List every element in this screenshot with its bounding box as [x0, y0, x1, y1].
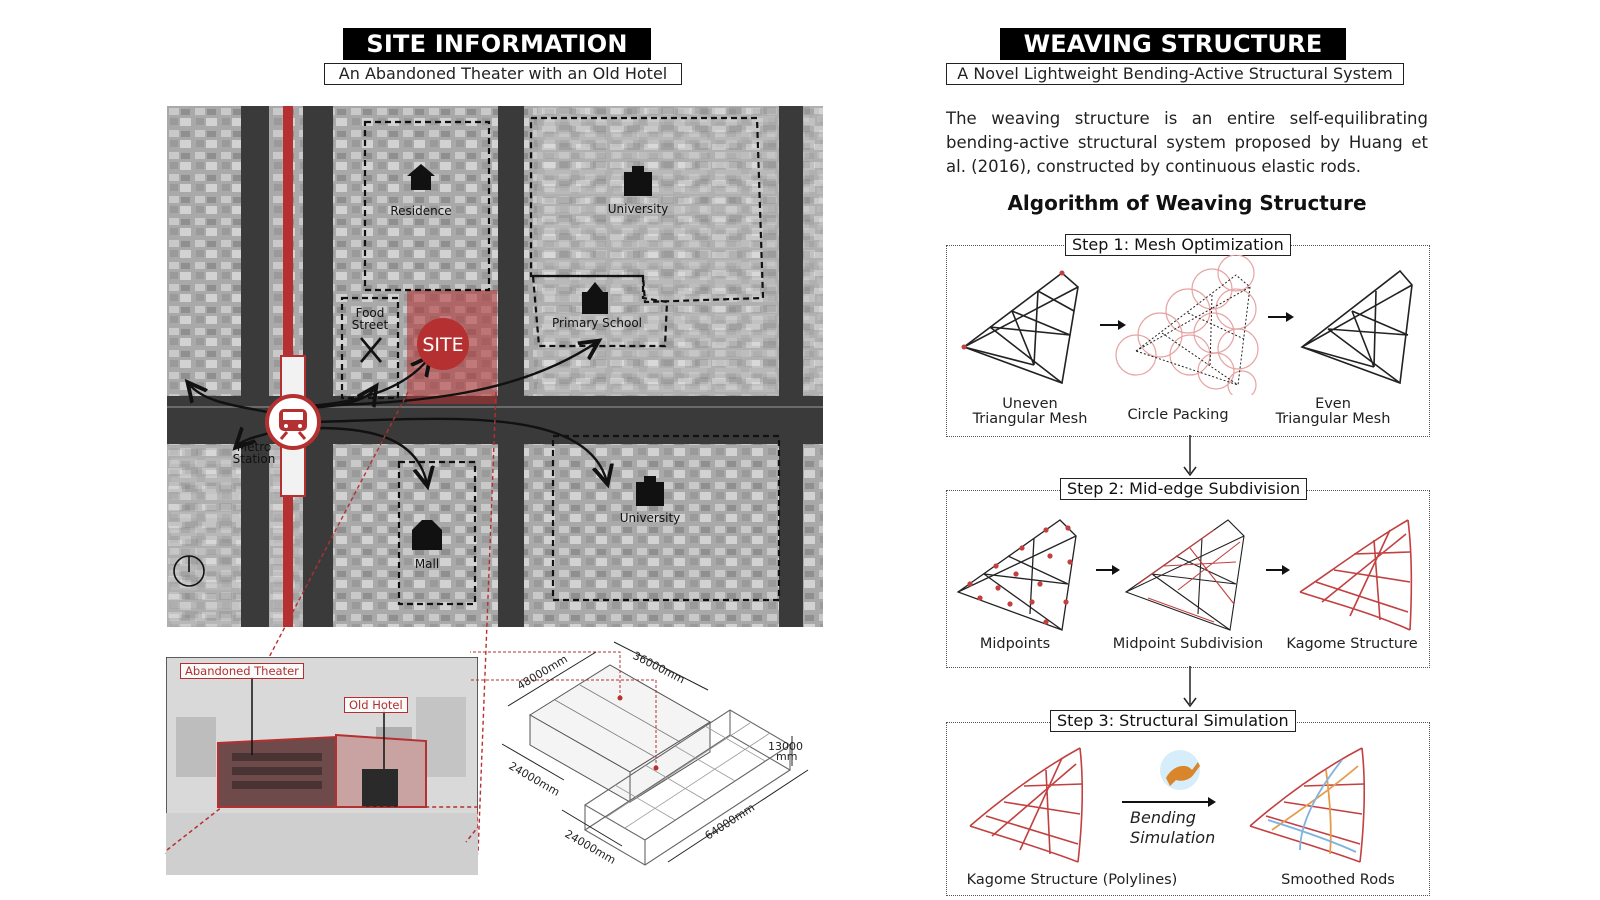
algorithm-title: Algorithm of Weaving Structure — [1007, 191, 1367, 215]
abandoned-theater-tag: Abandoned Theater — [180, 663, 304, 679]
intro-paragraph: The weaving structure is an entire self-… — [946, 109, 1428, 176]
step-2-diagram — [956, 519, 1413, 631]
food-street-label-2: Street — [352, 318, 389, 332]
step-3-caption-2: Smoothed Rods — [1281, 872, 1395, 888]
step-1-caption-3-line-2: Triangular Mesh — [1275, 411, 1391, 427]
step-3-label: Step 3: Structural Simulation — [1050, 710, 1296, 732]
step-2-caption-3: Kagome Structure — [1286, 636, 1418, 652]
food-street-label-1: Food — [356, 306, 385, 320]
site-photo — [166, 657, 478, 875]
step-connector-1 — [1183, 435, 1197, 477]
step-1-caption-1-line-1: Uneven — [1002, 396, 1058, 412]
dim-13000: 13000 — [768, 740, 803, 753]
university-bottom-label: University — [620, 511, 681, 525]
step-3-diagram — [969, 747, 1365, 863]
site-information-title: SITE INFORMATION — [343, 28, 651, 60]
mall-label: Mall — [415, 557, 439, 571]
university-top-label: University — [608, 202, 669, 216]
dim-13000-unit: mm — [776, 750, 797, 763]
step-1-caption-2: Circle Packing — [1127, 407, 1229, 423]
step-1-diagram — [961, 255, 1413, 395]
metro-label-2: Station — [233, 452, 276, 466]
site-map: Residence University Food Street SITE Pr… — [167, 106, 823, 627]
step-2-caption-1: Midpoints — [979, 636, 1051, 652]
step-3-caption-1: Kagome Structure (Polylines) — [966, 872, 1178, 888]
weaving-structure-subtitle: A Novel Lightweight Bending-Active Struc… — [946, 63, 1404, 85]
step-1-label: Step 1: Mesh Optimization — [1065, 234, 1291, 256]
residence-label: Residence — [390, 204, 451, 218]
metro-label-1: Metro — [237, 440, 271, 454]
step-1-caption-3-line-1: Even — [1315, 396, 1351, 412]
site-label: SITE — [422, 334, 463, 356]
axonometric-drawing: 48000mm 36000mm 24000mm 13000 mm 24000mm… — [470, 641, 809, 867]
dim-24000-a: 24000mm — [507, 759, 562, 798]
weaving-structure-title: WEAVING STRUCTURE — [1000, 28, 1346, 60]
dim-36000: 36000mm — [631, 649, 687, 686]
bending-simulation-line-2: Simulation — [1130, 828, 1216, 847]
primary-school-label: Primary School — [552, 316, 642, 330]
dim-48000: 48000mm — [515, 652, 570, 692]
step-2-caption-2: Midpoint Subdivision — [1112, 636, 1264, 652]
bending-simulation-line-1: Bending — [1130, 808, 1196, 827]
old-hotel-tag: Old Hotel — [344, 697, 408, 713]
step-2-label: Step 2: Mid-edge Subdivision — [1060, 478, 1308, 500]
step-connector-2 — [1183, 666, 1197, 708]
step-1-caption-1-line-2: Triangular Mesh — [972, 411, 1088, 427]
site-information-subtitle: An Abandoned Theater with an Old Hotel — [324, 63, 682, 85]
